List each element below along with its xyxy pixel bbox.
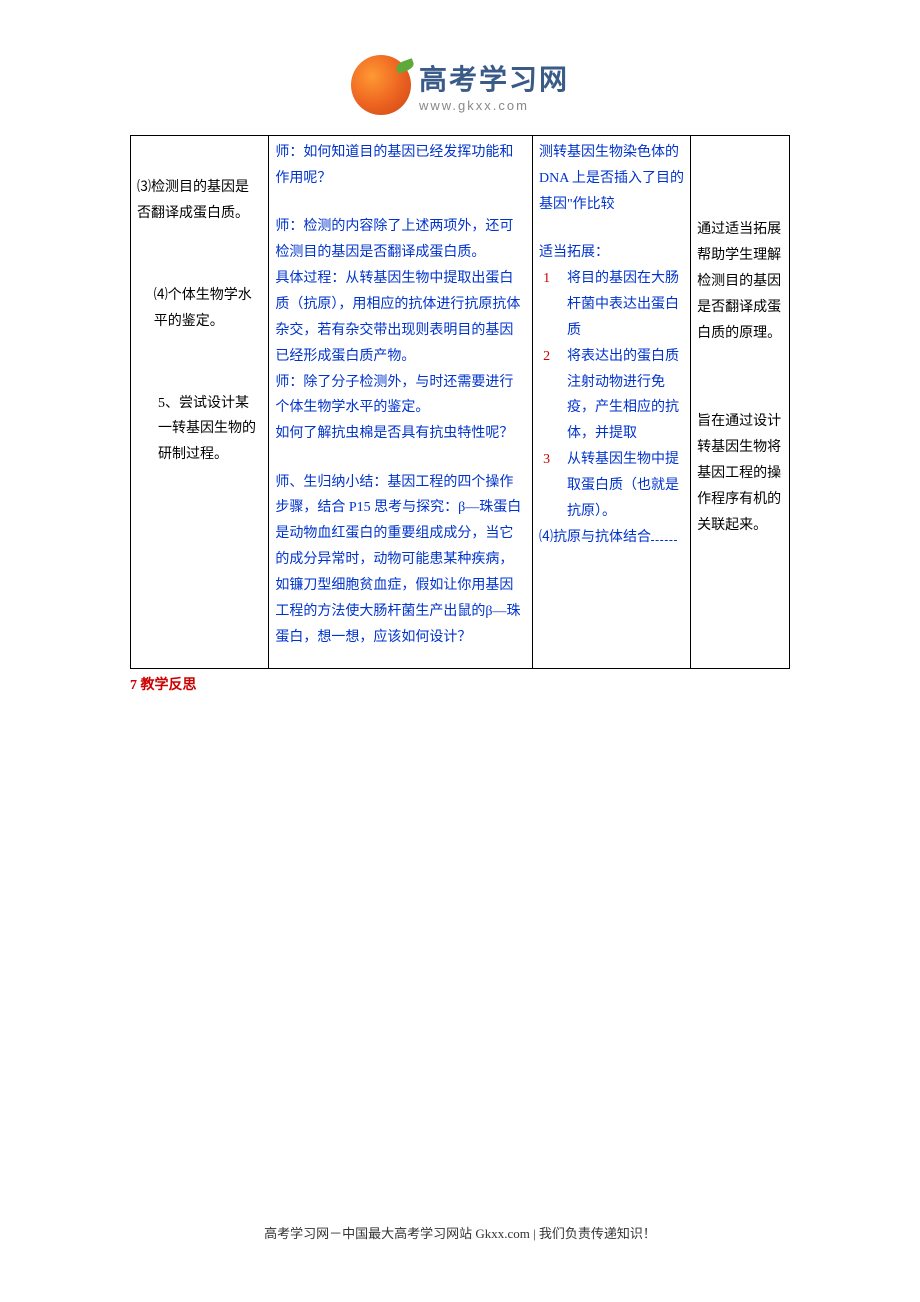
student-line-1: 测转基因生物染色体的 DNA 上是否插入了目的基因"作比较	[539, 140, 684, 218]
extend-label: 适当拓展：	[539, 240, 684, 266]
note-para-2: 旨在通过设计转基因生物将基因工程的操作程序有机的关联起来。	[697, 409, 783, 538]
lesson-table: ⑶检测目的基因是否翻译成蛋白质。 ⑷个体生物学水平的鉴定。 5、尝试设计某一转基…	[130, 135, 790, 669]
footer-text: 高考学习网－中国最大高考学习网站 Gkxx.com | 我们负责传递知识！	[0, 1223, 920, 1242]
col-teacher: 师：如何知道目的基因已经发挥功能和作用呢？ 师：检测的内容除了上述两项外，还可检…	[269, 136, 533, 669]
content-area: ⑶检测目的基因是否翻译成蛋白质。 ⑷个体生物学水平的鉴定。 5、尝试设计某一转基…	[0, 135, 920, 694]
dashed-line-icon	[651, 528, 677, 541]
header-logo: 高考学习网 www.gkxx.com	[0, 0, 920, 135]
teacher-line-6: 师、生归纳小结：基因工程的四个操作步骤，结合 P15 思考与探究：β—珠蛋白是动…	[275, 470, 526, 651]
logo-icon	[351, 55, 411, 115]
teacher-line-1: 师：如何知道目的基因已经发挥功能和作用呢？	[275, 140, 526, 192]
list-number: 1	[539, 266, 567, 344]
extend-list: 1 将目的基因在大肠杆菌中表达出蛋白质 2 将表达出的蛋白质注射动物进行免疫，产…	[539, 266, 684, 525]
list-text-1: 将目的基因在大肠杆菌中表达出蛋白质	[567, 266, 684, 344]
list-number: 3	[539, 447, 567, 525]
list-item: 1 将目的基因在大肠杆菌中表达出蛋白质	[539, 266, 684, 344]
logo-title: 高考学习网	[419, 58, 569, 98]
item4-text: ⑷抗原与抗体结合	[539, 530, 651, 545]
logo-leaf-icon	[395, 58, 415, 74]
list-item: 3 从转基因生物中提取蛋白质（也就是抗原）。	[539, 447, 684, 525]
note-para-1: 通过适当拓展帮助学生理解检测目的基因是否翻译成蛋白质的原理。	[697, 217, 783, 346]
teacher-line-3: 具体过程：从转基因生物中提取出蛋白质（抗原），用相应的抗体进行抗原抗体杂交，若有…	[275, 266, 526, 370]
col-topics: ⑶检测目的基因是否翻译成蛋白质。 ⑷个体生物学水平的鉴定。 5、尝试设计某一转基…	[131, 136, 269, 669]
list-item: 2 将表达出的蛋白质注射动物进行免疫，产生相应的抗体，并提取	[539, 344, 684, 448]
logo-container: 高考学习网 www.gkxx.com	[351, 55, 569, 115]
col-student: 测转基因生物染色体的 DNA 上是否插入了目的基因"作比较 适当拓展： 1 将目…	[532, 136, 690, 669]
table-row: ⑶检测目的基因是否翻译成蛋白质。 ⑷个体生物学水平的鉴定。 5、尝试设计某一转基…	[131, 136, 790, 669]
student-item-4: ⑷抗原与抗体结合	[539, 525, 684, 551]
section-reflection: 7 教学反思	[130, 669, 790, 694]
list-text-2: 将表达出的蛋白质注射动物进行免疫，产生相应的抗体，并提取	[567, 344, 684, 448]
topic-item-5: 5、尝试设计某一转基因生物的研制过程。	[137, 391, 262, 469]
list-text-3: 从转基因生物中提取蛋白质（也就是抗原）。	[567, 447, 684, 525]
topic-item-3: ⑶检测目的基因是否翻译成蛋白质。	[137, 175, 262, 227]
list-number: 2	[539, 344, 567, 448]
logo-text-block: 高考学习网 www.gkxx.com	[419, 58, 569, 113]
teacher-line-2: 师：检测的内容除了上述两项外，还可检测目的基因是否翻译成蛋白质。	[275, 214, 526, 266]
teacher-line-4: 师：除了分子检测外，与时还需要进行个体生物学水平的鉴定。	[275, 370, 526, 422]
teacher-line-5: 如何了解抗虫棉是否具有抗虫特性呢？	[275, 421, 526, 447]
col-notes: 通过适当拓展帮助学生理解检测目的基因是否翻译成蛋白质的原理。 旨在通过设计转基因…	[691, 136, 790, 669]
topic-item-4: ⑷个体生物学水平的鉴定。	[137, 283, 262, 335]
logo-url: www.gkxx.com	[419, 98, 569, 113]
